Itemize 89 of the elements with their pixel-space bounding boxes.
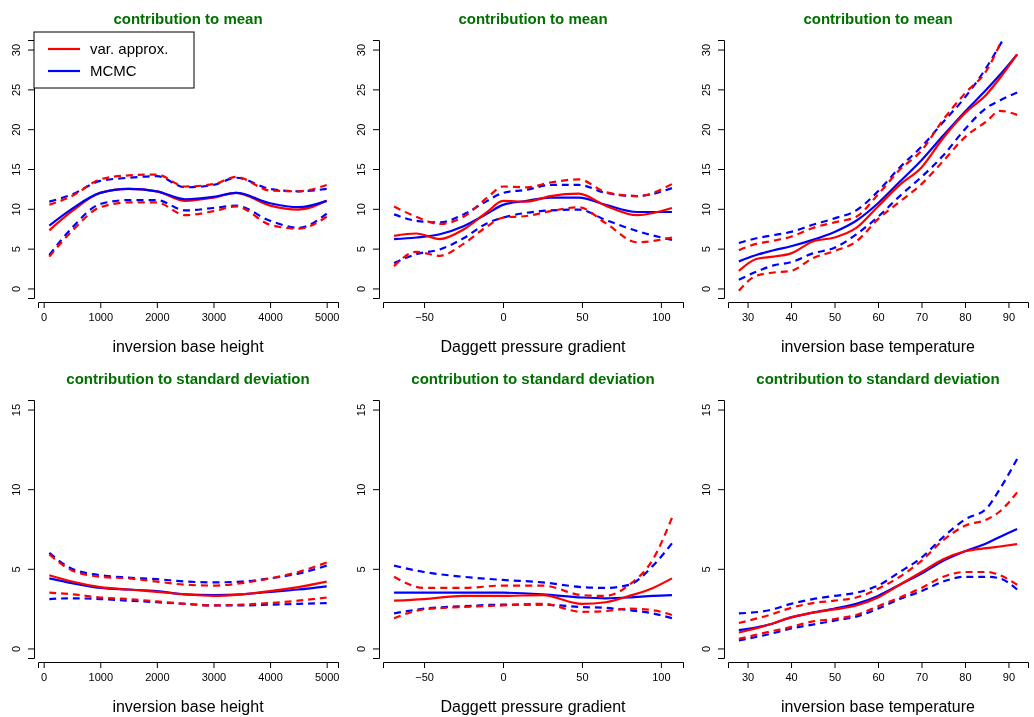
x-tick-label: 40 [785,670,798,683]
x-tick-label: 30 [741,670,755,683]
x-tick-label: 50 [828,670,842,683]
y-tick-label: 10 [10,203,22,216]
y-tick-label: 20 [700,123,712,136]
x-tick-label: 0 [41,670,48,683]
x-tick-label: 60 [872,670,885,683]
x-tick-label: 0 [500,310,507,323]
y-tick-label: 5 [10,566,22,573]
line-series [48,591,328,607]
y-tick-label: 30 [700,43,712,57]
y-tick-label: 20 [10,123,22,136]
x-axis-title: inversion base temperature [781,698,976,715]
chart-title: contribution to standard deviation [66,370,310,387]
x-tick-label: 80 [959,310,972,323]
y-tick-label: 0 [700,285,712,293]
x-tick-label: 100 [652,670,671,683]
y-tick-label: 30 [10,43,22,57]
y-tick-label: 10 [700,483,712,496]
x-tick-label: 50 [576,310,589,323]
line-series [48,597,328,607]
x-tick-label: 30 [741,310,755,323]
y-tick-label: 20 [355,123,367,136]
x-tick-label: 50 [828,310,842,323]
x-tick-label: 3000 [201,670,227,683]
y-tick-label: 15 [700,163,712,176]
x-axis-title: Daggett pressure gradient [440,698,627,715]
x-tick-label: 4000 [258,310,283,323]
x-tick-label: 4000 [258,670,283,683]
y-tick-label: 15 [355,403,367,417]
x-tick-label: 70 [915,310,929,323]
chart-title: contribution to standard deviation [411,370,655,387]
line-series [392,577,674,605]
x-axis-title: inversion base height [112,338,265,355]
x-axis-title: inversion base temperature [781,338,976,355]
y-tick-label: 15 [355,163,367,176]
x-tick-label: 90 [1002,310,1016,323]
y-tick-label: 25 [700,83,712,96]
y-tick-label: 25 [10,83,22,96]
x-axis-title: Daggett pressure gradient [440,338,627,355]
y-tick-label: 15 [10,403,22,417]
y-tick-label: 0 [10,645,22,653]
y-tick-label: 0 [10,285,22,293]
y-tick-label: 10 [10,483,22,496]
x-tick-label: 3000 [201,310,227,323]
y-tick-label: 5 [700,566,712,573]
legend-label: var. approx. [90,40,169,57]
x-tick-label: 90 [1002,670,1016,683]
line-series [737,457,1019,615]
x-tick-label: 1000 [88,670,114,683]
y-tick-label: 5 [355,246,367,253]
y-tick-label: 5 [355,566,367,573]
chart-title: contribution to mean [458,10,608,27]
line-series [737,491,1019,625]
x-tick-label: 0 [500,670,507,683]
y-tick-label: 5 [700,246,712,253]
y-tick-label: 25 [355,83,367,96]
line-series [392,542,674,590]
x-tick-label: 60 [872,310,885,323]
line-series [737,543,1019,634]
x-tick-label: 100 [652,310,671,323]
x-tick-label: 80 [959,670,972,683]
chart-title: contribution to standard deviation [756,370,1000,387]
y-tick-label: 10 [355,203,367,216]
x-tick-label: −50 [415,310,434,323]
y-tick-label: 0 [355,645,367,653]
y-tick-label: 0 [700,645,712,653]
legend-label: MCMC [90,62,137,79]
x-tick-label: 0 [41,310,48,323]
chart-title: contribution to mean [113,10,263,27]
x-tick-label: 2000 [145,670,170,683]
line-series [392,516,674,597]
y-tick-label: 15 [10,163,22,176]
x-tick-label: −50 [415,670,434,683]
x-tick-label: 50 [576,670,589,683]
y-tick-label: 0 [355,285,367,293]
chart-title: contribution to mean [803,10,953,27]
x-tick-label: 5000 [314,310,340,323]
x-tick-label: 2000 [145,310,170,323]
y-tick-label: 5 [10,246,22,253]
x-tick-label: 1000 [88,310,114,323]
x-tick-label: 40 [785,310,798,323]
y-tick-label: 15 [700,403,712,417]
y-tick-label: 10 [700,203,712,216]
y-tick-label: 10 [355,483,367,496]
y-tick-label: 30 [355,43,367,57]
x-tick-label: 70 [915,670,929,683]
x-tick-label: 5000 [314,670,340,683]
x-axis-title: inversion base height [112,698,265,715]
